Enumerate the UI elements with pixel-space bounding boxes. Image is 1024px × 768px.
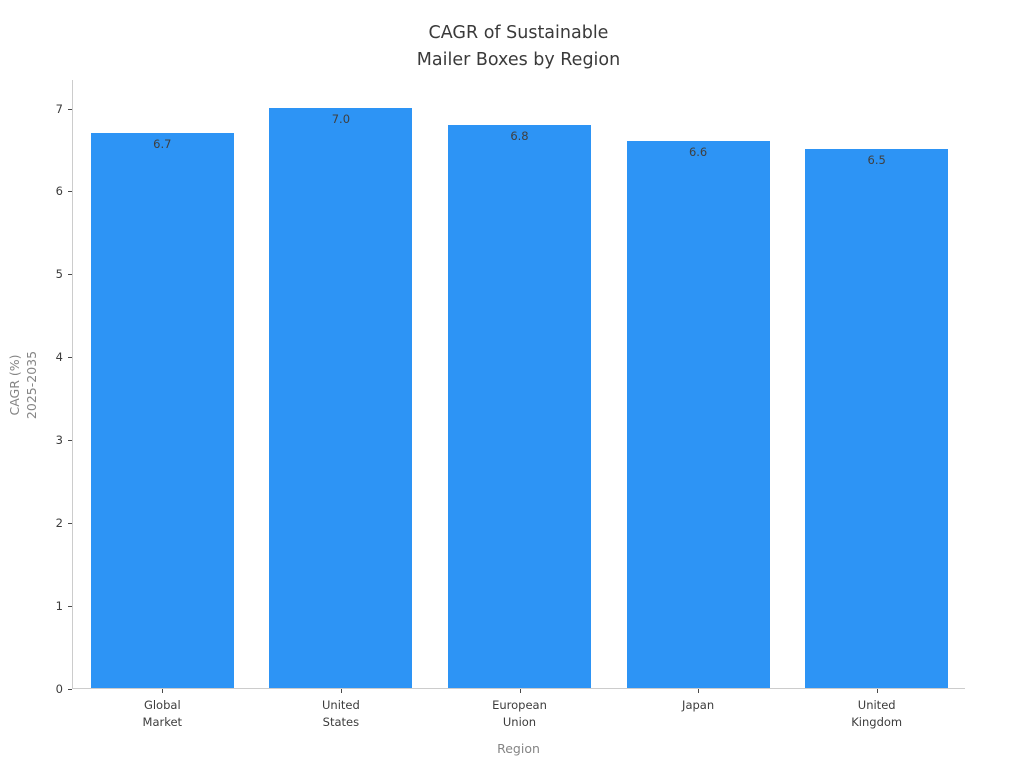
- bar-united-kingdom: 6.5: [805, 149, 949, 688]
- x-axis-tick-label: European Union: [492, 698, 547, 729]
- y-axis-tick-mark: [68, 439, 72, 441]
- y-axis-tick-label: 0: [55, 681, 63, 696]
- y-axis-tick-mark: [68, 605, 72, 607]
- x-axis-tick-label: United Kingdom: [851, 698, 903, 729]
- x-axis-tick-label: Global Market: [142, 698, 183, 729]
- y-axis-tick-mark: [68, 191, 72, 193]
- bar-value-label: 6.5: [867, 153, 886, 168]
- y-axis-tick-mark: [68, 688, 72, 690]
- y-axis-tick-label: 7: [55, 101, 63, 116]
- x-axis-tick-mark: [876, 689, 878, 693]
- y-axis-tick-label: 2: [55, 515, 63, 530]
- y-axis-tick-label: 5: [55, 267, 63, 282]
- y-axis-tick-label: 6: [55, 184, 63, 199]
- x-axis-tick-mark: [519, 689, 521, 693]
- y-axis-tick-label: 3: [55, 432, 63, 447]
- y-axis-tick-label: 4: [55, 350, 63, 365]
- y-axis-tick-mark: [68, 357, 72, 359]
- y-axis-tick-mark: [68, 108, 72, 110]
- bar-value-label: 6.6: [688, 145, 708, 160]
- y-axis-label: CAGR (%) 2025-2035: [4, 290, 42, 480]
- x-axis-tick-mark: [340, 689, 342, 693]
- x-axis-label: Region: [497, 741, 540, 756]
- bar-global-market: 6.7: [90, 132, 234, 688]
- bar-value-label: 7.0: [331, 112, 351, 126]
- x-axis-tick-label: United States: [321, 698, 360, 729]
- y-axis-tick-label: 1: [55, 598, 63, 613]
- chart-title: CAGR of Sustainable Mailer Boxes by Regi…: [416, 23, 621, 70]
- bar-value-label: 6.8: [510, 128, 529, 143]
- bar-united-states: 7.0: [269, 108, 413, 688]
- x-axis-tick-mark: [698, 689, 700, 693]
- y-axis-tick-mark: [68, 274, 72, 276]
- plot-area: 0 1 2 3 4 5 6 7 6.7 Global Market 7.0 United States…: [56, 80, 965, 729]
- x-axis-tick-label: Japan: [682, 698, 715, 712]
- x-axis-tick-mark: [162, 689, 164, 693]
- y-axis-tick-mark: [68, 522, 72, 524]
- bar-european-union: 6.8: [448, 124, 591, 688]
- bar-value-label: 6.7: [153, 136, 172, 151]
- bar-japan: 6.6: [626, 141, 770, 688]
